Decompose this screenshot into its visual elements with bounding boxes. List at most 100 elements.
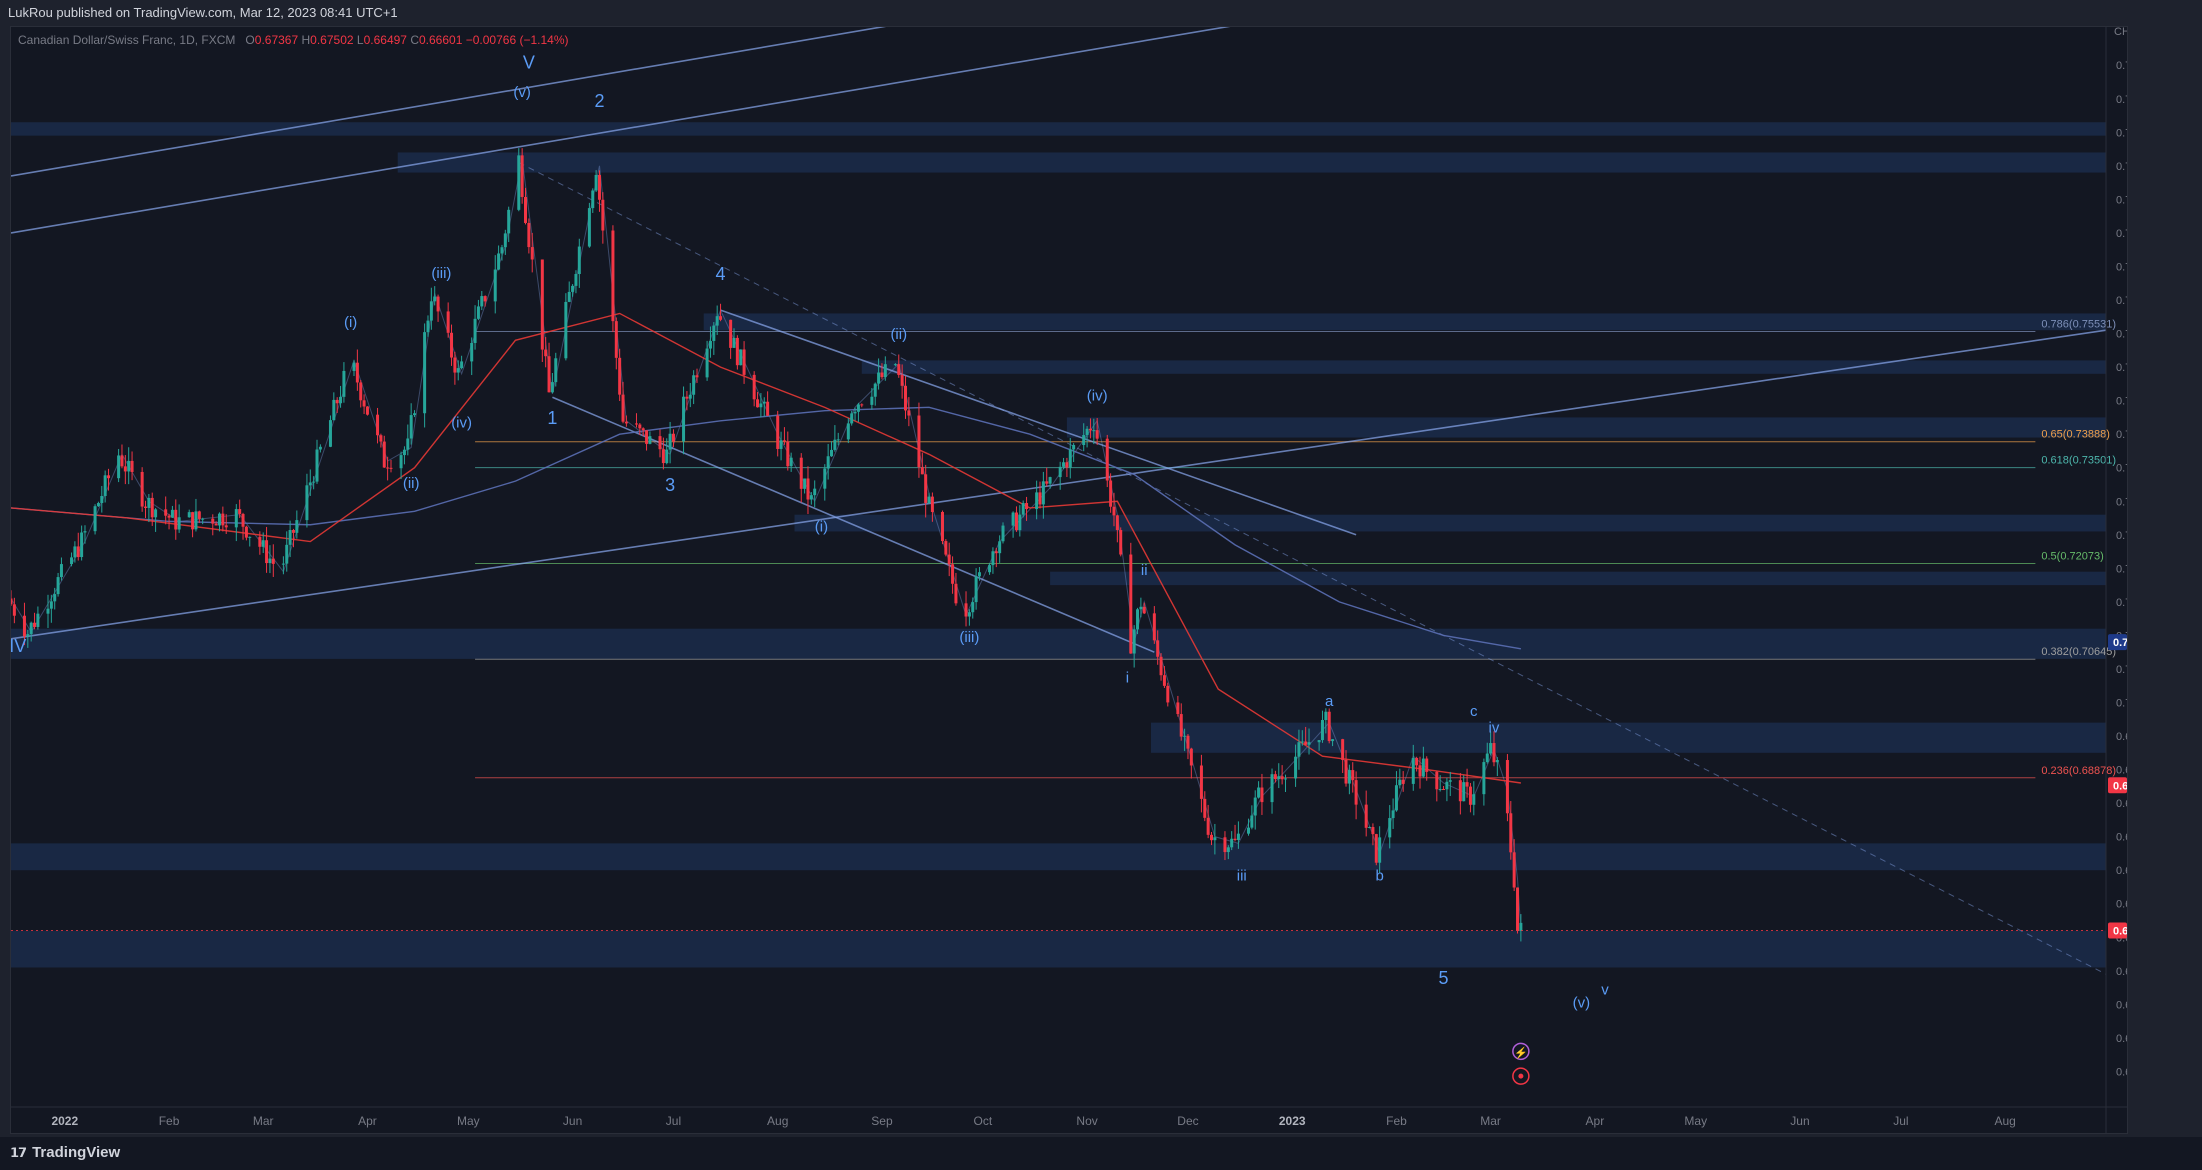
publication-info: LukRou published on TradingView.com, Mar… bbox=[8, 5, 398, 20]
candle-body bbox=[947, 554, 951, 565]
wave-label: v bbox=[1601, 981, 1609, 998]
candle-body bbox=[779, 440, 783, 449]
candle-body bbox=[1203, 798, 1207, 818]
candle-body bbox=[1516, 887, 1520, 931]
candle-body bbox=[1344, 759, 1348, 784]
candle-body bbox=[1226, 847, 1230, 853]
price-tick-label: 0.78500 bbox=[2116, 127, 2128, 139]
candle-body bbox=[164, 509, 168, 516]
candle-body bbox=[685, 396, 689, 399]
candle-body bbox=[1388, 818, 1392, 838]
wave-label: ii bbox=[1141, 562, 1148, 579]
candle-body bbox=[1462, 782, 1466, 802]
candle-body bbox=[123, 466, 127, 472]
event-lightning-icon bbox=[1512, 1042, 1530, 1061]
candle-body bbox=[56, 577, 60, 595]
fib-level-label: 0.382(0.70645) bbox=[2041, 646, 2116, 658]
candle-body bbox=[352, 362, 356, 371]
candle-body bbox=[1327, 711, 1331, 742]
candle-body bbox=[1280, 776, 1284, 780]
price-chart[interactable]: 0.786(0.75531) 0.65(0.73888) 0.618(0.73501… bbox=[11, 27, 2128, 1134]
support-resistance-zone bbox=[397, 152, 2106, 173]
candle-body bbox=[46, 608, 50, 614]
wave-label: i bbox=[1126, 669, 1129, 686]
time-tick-label: Aug bbox=[767, 1114, 788, 1128]
candle-body bbox=[1166, 685, 1170, 703]
candle-body bbox=[147, 497, 151, 508]
candle-body bbox=[1421, 758, 1425, 777]
candle-body bbox=[144, 506, 148, 508]
price-tick-label: 0.73500 bbox=[2116, 463, 2128, 475]
wave-label: (iii) bbox=[959, 629, 979, 646]
symbol-legend: Canadian Dollar/Swiss Franc, 1D, FXCM O0… bbox=[18, 33, 568, 47]
candle-body bbox=[359, 382, 363, 401]
price-tick-label: 0.74000 bbox=[2116, 429, 2128, 441]
candle-body bbox=[668, 433, 672, 450]
support-resistance-zone bbox=[861, 360, 2106, 374]
candle-body bbox=[520, 155, 524, 197]
price-tick-label: 0.76500 bbox=[2116, 261, 2128, 273]
candle-body bbox=[954, 583, 958, 604]
candle-body bbox=[413, 413, 417, 416]
candles bbox=[11, 148, 1523, 942]
price-badge-label: 0.68766 bbox=[2113, 780, 2128, 792]
candle-body bbox=[1401, 779, 1405, 784]
candle-body bbox=[564, 301, 568, 359]
candle-body bbox=[638, 424, 642, 429]
candle-body bbox=[967, 612, 971, 617]
candle-body bbox=[971, 602, 975, 613]
candle-body bbox=[927, 496, 931, 504]
candle-body bbox=[1277, 776, 1281, 780]
candle-body bbox=[1492, 743, 1496, 763]
candle-body bbox=[712, 325, 716, 341]
price-tick-label: 0.73000 bbox=[2116, 496, 2128, 508]
candle-body bbox=[1307, 742, 1311, 745]
symbol-title: Canadian Dollar/Swiss Franc, 1D, FXCM bbox=[18, 33, 236, 47]
candle-body bbox=[1159, 656, 1163, 676]
trendline bbox=[11, 329, 2107, 640]
candle-body bbox=[211, 518, 215, 524]
candle-body bbox=[1378, 837, 1382, 863]
price-tick-label: 0.64500 bbox=[2116, 1066, 2128, 1078]
candle-body bbox=[870, 396, 874, 405]
support-resistance-zone bbox=[1050, 571, 2106, 586]
time-tick-label: Jun bbox=[563, 1114, 582, 1128]
wave-label: iii bbox=[1237, 867, 1247, 884]
footer-bar: 𝟭𝟳 TradingView bbox=[0, 1137, 2202, 1170]
candle-body bbox=[1435, 771, 1439, 790]
candle-body bbox=[1458, 780, 1462, 802]
candle-body bbox=[1270, 774, 1274, 803]
time-tick-label: Sep bbox=[871, 1114, 893, 1128]
candle-body bbox=[409, 415, 413, 439]
candle-body bbox=[826, 456, 830, 469]
candle-body bbox=[402, 449, 406, 456]
candle-body bbox=[1371, 827, 1375, 835]
candle-body bbox=[1509, 813, 1513, 853]
candle-body bbox=[756, 399, 760, 408]
candle-body bbox=[1418, 765, 1422, 777]
candle-body bbox=[1038, 492, 1042, 505]
candle-body bbox=[1065, 462, 1069, 468]
time-tick-label: Aug bbox=[1994, 1114, 2015, 1128]
candle-body bbox=[386, 467, 390, 469]
price-tick-label: 0.72000 bbox=[2116, 563, 2128, 575]
wave-label: 4 bbox=[716, 264, 726, 284]
candle-body bbox=[265, 540, 269, 564]
candle-body bbox=[1425, 758, 1429, 772]
candle-body bbox=[924, 474, 928, 504]
chart-area[interactable]: 0.786(0.75531) 0.65(0.73888) 0.618(0.73501… bbox=[10, 26, 2128, 1134]
candle-body bbox=[648, 436, 652, 444]
candle-body bbox=[507, 209, 511, 234]
candle-body bbox=[312, 481, 316, 483]
candle-body bbox=[940, 511, 944, 542]
time-tick-label: Feb bbox=[159, 1114, 180, 1128]
candle-body bbox=[1273, 774, 1277, 780]
time-tick-label: Jul bbox=[666, 1114, 681, 1128]
candle-body bbox=[782, 440, 786, 442]
candle-body bbox=[1112, 506, 1116, 516]
candle-body bbox=[809, 495, 813, 500]
tradingview-logo[interactable]: 𝟭𝟳 TradingView bbox=[10, 1144, 120, 1161]
candle-body bbox=[567, 291, 571, 302]
candle-body bbox=[645, 430, 649, 444]
support-resistance-zone bbox=[794, 514, 2107, 532]
